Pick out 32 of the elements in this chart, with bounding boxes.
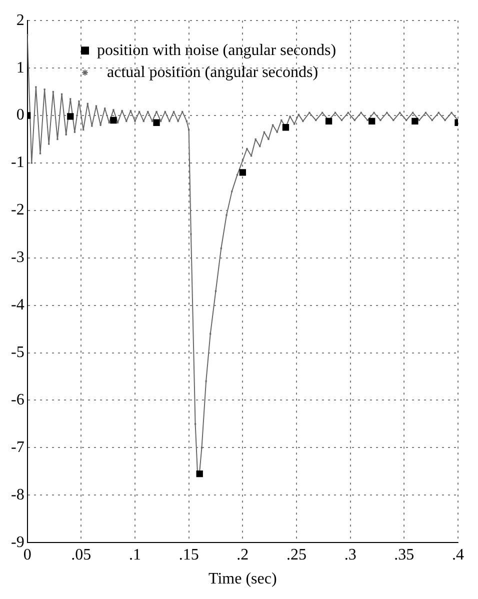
y-tick-label: -7 [11, 438, 24, 456]
y-tick-label: -4 [11, 296, 24, 314]
y-tick-label: 1 [16, 59, 24, 76]
y-tick-label: -9 [11, 534, 24, 551]
point [368, 118, 376, 125]
y-tick-label: -5 [11, 344, 24, 361]
x-tick-label: .15 [178, 546, 199, 564]
x-axis-title: Time (sec) [208, 570, 277, 588]
point [325, 118, 332, 125]
y-tick-label: 0 [16, 106, 24, 124]
x-tick-label: .4 [452, 546, 464, 564]
y-tick-label: -6 [11, 391, 24, 408]
x-tick-label: .1 [128, 546, 141, 564]
legend-label: position with noise (angular seconds) [97, 42, 336, 59]
x-tick-label: .05 [71, 546, 92, 564]
point [412, 118, 418, 125]
point [196, 470, 203, 478]
point [282, 124, 290, 131]
point [67, 113, 74, 120]
y-tick-label: 2 [16, 12, 24, 29]
y-tick-label: -8 [11, 486, 24, 504]
y-tick-label: -3 [11, 249, 24, 266]
y-tick-label: -2 [11, 202, 24, 219]
x-tick-label: .35 [394, 546, 414, 564]
x-tick-label: .3 [344, 546, 356, 564]
point [239, 169, 246, 176]
point [110, 116, 117, 124]
y-tick-label: -1 [11, 154, 24, 172]
x-tick-label: .2 [236, 546, 249, 564]
x-tick-label: .25 [286, 546, 306, 564]
legend-label: actual position (angular seconds) [107, 64, 318, 81]
point [153, 119, 160, 126]
